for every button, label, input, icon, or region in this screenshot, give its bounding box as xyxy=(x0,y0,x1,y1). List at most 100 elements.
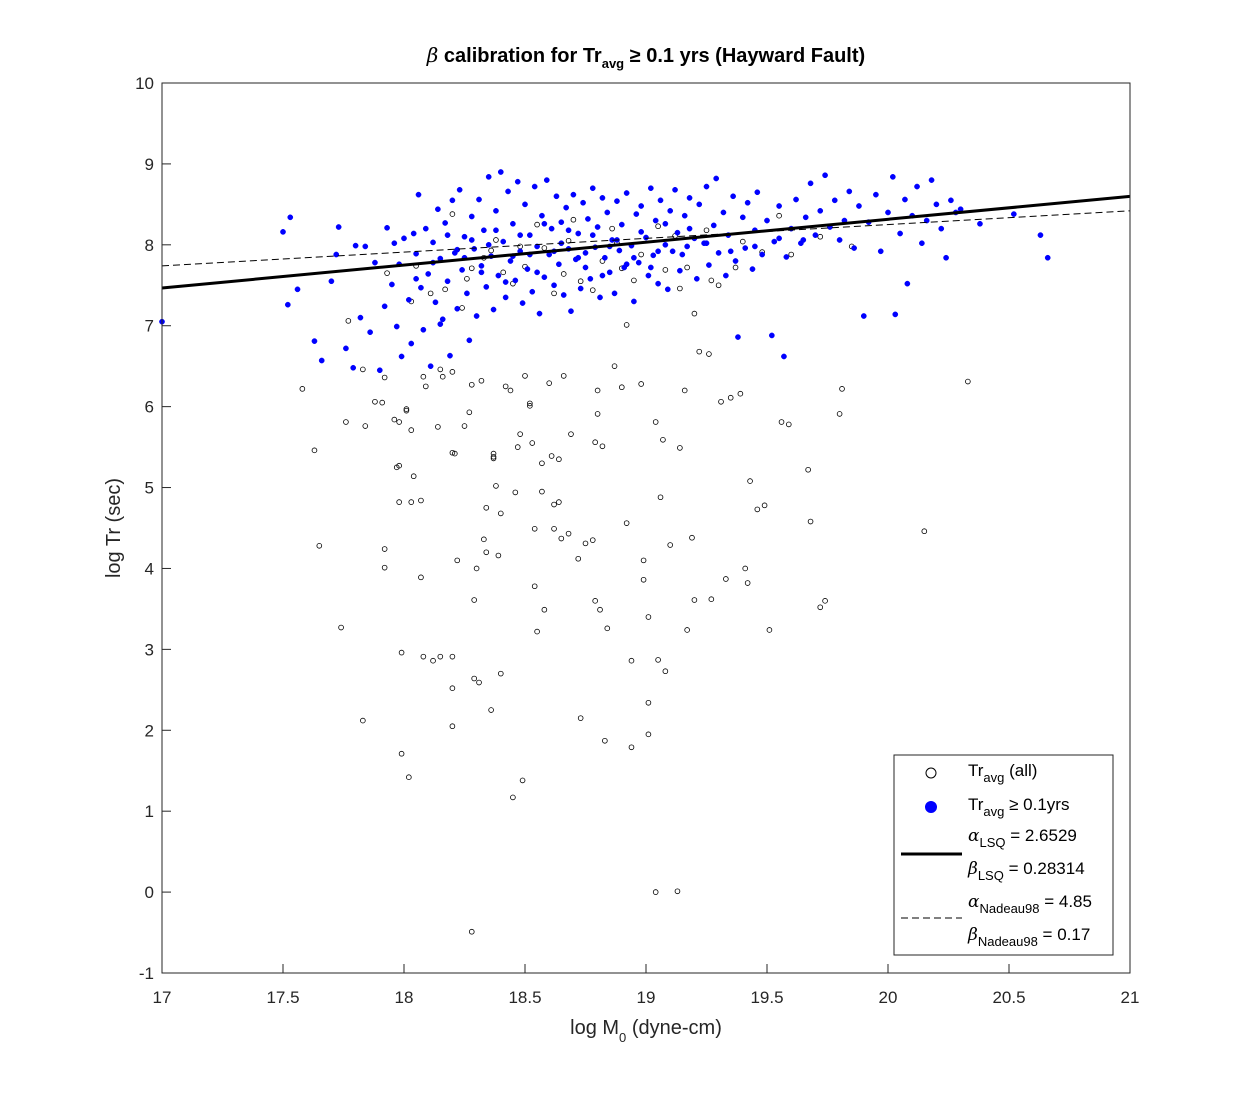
point-selected xyxy=(512,277,519,284)
point-selected xyxy=(435,206,441,213)
point-all xyxy=(449,449,456,456)
point-selected xyxy=(459,267,465,273)
y-tick-label: 10 xyxy=(135,74,154,93)
x-tick-label: 17 xyxy=(153,988,172,1007)
point-selected xyxy=(432,299,439,306)
point-selected xyxy=(684,243,690,250)
point-selected xyxy=(534,243,540,250)
point-all xyxy=(645,699,652,706)
point-selected xyxy=(735,334,741,340)
point-selected xyxy=(280,229,286,235)
point-all xyxy=(640,576,647,583)
point-all xyxy=(360,366,366,373)
point-selected xyxy=(928,177,935,183)
point-selected xyxy=(948,197,954,204)
point-selected xyxy=(408,340,415,347)
point-selected xyxy=(614,198,620,204)
legend-lsq-beta-sub: LSQ xyxy=(978,868,1004,883)
point-all xyxy=(681,387,688,394)
point-selected xyxy=(526,232,533,238)
point-all xyxy=(534,221,540,228)
point-selected xyxy=(454,305,461,312)
point-selected xyxy=(582,264,589,271)
title-relation: ≥ 0.1 yrs (Hayward Fault) xyxy=(624,45,865,67)
point-selected xyxy=(449,197,456,204)
point-all xyxy=(476,679,482,686)
legend-nadeau-beta-symbol: β xyxy=(967,925,978,945)
point-selected xyxy=(860,313,867,319)
legend-lsq-alpha-value: = 2.6529 xyxy=(1006,826,1077,845)
point-all xyxy=(360,717,366,724)
point-selected xyxy=(662,220,669,227)
point-selected xyxy=(335,224,342,230)
point-all xyxy=(449,211,456,217)
point-selected xyxy=(556,261,562,268)
point-selected xyxy=(635,259,642,266)
point-all xyxy=(517,431,523,437)
x-axis-label-subscript: 0 xyxy=(619,1030,626,1045)
point-selected xyxy=(565,227,572,234)
legend-nadeau-alpha-symbol: α xyxy=(968,892,980,912)
y-tick-label: 3 xyxy=(145,640,154,659)
point-selected xyxy=(638,229,645,235)
point-selected xyxy=(664,286,671,293)
point-selected xyxy=(553,193,560,200)
point-selected xyxy=(877,248,884,255)
point-selected xyxy=(478,269,485,276)
point-all xyxy=(439,373,446,380)
legend-nadeau-beta-sub: Nadeau98 xyxy=(978,934,1038,949)
point-all xyxy=(449,369,456,375)
legend-label-nadeau-beta: βNadeau98 = 0.17 xyxy=(967,925,1090,949)
point-all xyxy=(744,580,751,586)
point-all xyxy=(655,657,661,663)
point-selected xyxy=(343,345,349,352)
point-selected xyxy=(759,251,766,258)
point-all xyxy=(418,497,424,504)
point-all xyxy=(403,407,410,414)
point-selected xyxy=(836,237,843,243)
point-all xyxy=(548,453,555,459)
point-all xyxy=(592,439,598,446)
point-selected xyxy=(587,275,594,282)
legend-label-selected: Travg ≥ 0.1yrs xyxy=(968,795,1069,819)
point-all xyxy=(527,403,533,409)
point-selected xyxy=(560,292,567,298)
point-selected xyxy=(631,254,637,261)
x-tick-label: 19 xyxy=(637,988,656,1007)
point-all xyxy=(481,536,487,543)
point-selected xyxy=(846,188,853,195)
point-selected xyxy=(468,213,475,220)
point-all xyxy=(737,390,744,397)
point-all xyxy=(652,419,659,425)
legend-nadeau-beta-value: = 0.17 xyxy=(1038,925,1090,944)
point-selected xyxy=(771,238,778,245)
point-selected xyxy=(677,267,683,274)
point-all xyxy=(817,604,824,611)
point-selected xyxy=(727,248,734,255)
point-selected xyxy=(505,188,511,195)
point-selected xyxy=(575,230,582,237)
point-all xyxy=(638,251,644,258)
point-all xyxy=(655,223,661,230)
point-selected xyxy=(284,301,291,308)
point-selected xyxy=(800,237,807,243)
point-all xyxy=(594,387,601,394)
point-selected xyxy=(1010,211,1017,217)
point-all xyxy=(551,501,557,508)
point-all xyxy=(604,625,611,632)
point-selected xyxy=(662,241,669,248)
point-selected xyxy=(372,259,378,266)
point-all xyxy=(754,506,761,513)
point-all xyxy=(493,483,499,489)
point-all xyxy=(408,427,415,433)
point-selected xyxy=(439,316,446,323)
point-selected xyxy=(703,183,710,190)
point-selected xyxy=(524,266,531,272)
point-all xyxy=(732,264,739,271)
point-selected xyxy=(541,274,548,281)
point-selected xyxy=(781,353,787,360)
point-all xyxy=(817,233,824,240)
point-all xyxy=(662,668,669,675)
point-selected xyxy=(418,284,424,291)
point-selected xyxy=(933,201,940,208)
